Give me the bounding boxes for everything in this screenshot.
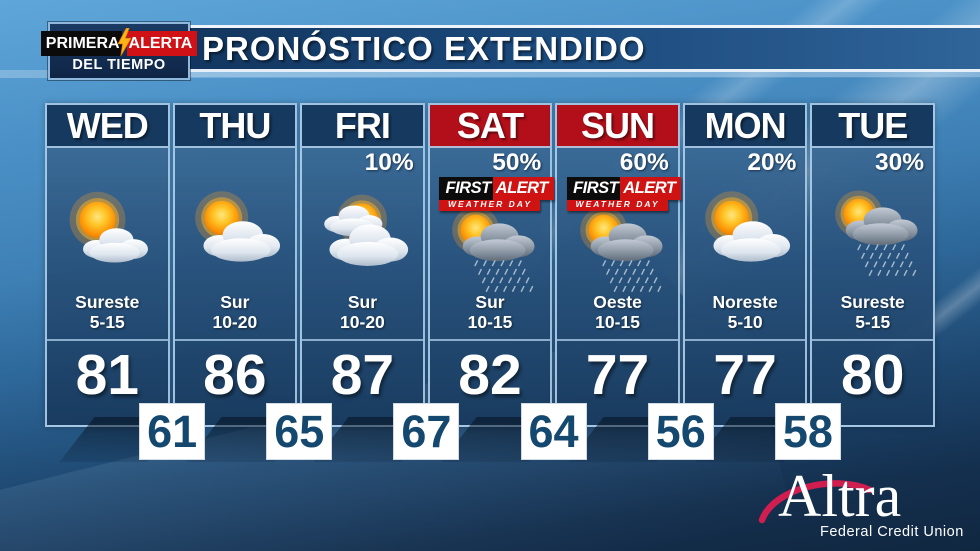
sun-small-cloud-icon [47,172,168,293]
sun-rain-cloud-icon [812,172,933,293]
day-label: SAT [429,105,551,148]
high-temp-value: 81 [47,339,168,425]
low-temp-value: 58 [774,403,841,460]
first-alert-badge: FIRST ALERT WEATHER DAY [567,177,682,211]
day-column: TUE 30% Sureste 5-15 80 [810,103,935,428]
high-temp-value: 80 [812,339,933,425]
wind-direction: Sur [475,292,505,312]
day-column: THU Sur 10-20 86 [172,103,298,428]
wind-speed: 10-20 [212,311,258,332]
sun-behind-clouds-icon [302,172,423,293]
day-label: FRI [302,105,423,148]
first-alert-word-alert: ALERT [492,177,554,200]
wind-forecast: Sureste 5-15 [812,292,933,339]
day-column: FRI 10% Sur 10-20 87 [300,103,425,428]
first-alert-word-alert: ALERT [620,177,682,200]
logo-primera: PRIMERA [40,30,122,56]
wind-direction: Sur [220,292,250,312]
wind-direction: Sur [347,292,378,312]
high-temp-value: 86 [174,339,296,425]
sun-cloud-icon [685,172,806,293]
altra-swoosh [758,480,874,524]
high-temp-value: 87 [302,339,423,425]
logo-line1: PRIMERA ALERTA [40,27,198,56]
altra-logo: Altra Federal Credit Union [748,446,976,549]
wind-speed: 10-15 [467,311,513,332]
precip-chance: 20% [747,149,797,176]
sun-rain-cloud-icon [430,205,551,293]
day-column: SUN 60% FIRST ALERT WEATHER DAY Oeste 10… [555,103,682,428]
wind-direction: Noreste [712,292,778,312]
high-temp-value: 77 [684,339,806,425]
high-temp-value: 82 [429,339,551,425]
primera-alerta-logo: PRIMERA ALERTA DEL TIEMPO [40,22,198,80]
first-alert-subtitle: WEATHER DAY [567,199,669,211]
high-temp-value: 77 [557,339,678,425]
wind-speed: 5-10 [727,311,763,332]
altra-subtitle-text: Federal Credit Union [820,524,964,540]
lightning-bolt-icon [117,27,131,56]
logo-tagline: DEL TIEMPO [72,56,166,73]
wind-forecast: Sureste 5-15 [47,292,168,339]
precip-chance: 30% [874,149,924,176]
wind-speed: 5-15 [89,311,125,332]
first-alert-badge: FIRST ALERT WEATHER DAY [439,177,554,211]
wind-direction: Oeste [593,292,642,312]
logo-alerta: ALERTA [126,30,198,56]
day-column: MON 20% Noreste 5-10 77 [682,103,808,428]
forecast-columns: WED Sureste 5-15 81 THU [45,103,935,428]
sun-rain-cloud-icon [557,205,678,293]
first-alert-word-first: FIRST [439,177,493,200]
first-alert-word-first: FIRST [567,177,621,200]
title-bar: PRONÓSTICO EXTENDIDO [188,25,980,72]
wind-speed: 10-20 [340,311,385,332]
low-temp-value: 67 [393,403,460,460]
low-temp-value: 61 [139,403,206,460]
day-label: MON [684,105,806,148]
day-column: WED Sureste 5-15 81 [45,103,170,428]
altra-brand-text: Altra [778,463,901,529]
sun-cloud-icon [175,172,296,293]
wind-forecast: Sur 10-20 [175,292,296,339]
page-title: PRONÓSTICO EXTENDIDO [202,29,646,67]
day-label: SUN [557,105,678,148]
day-label: WED [47,105,168,148]
day-label: TUE [812,105,933,148]
precip-chance: 50% [492,149,542,176]
low-temp-value: 64 [520,403,587,460]
day-label: THU [174,105,296,148]
wind-direction: Sureste [75,292,140,312]
wind-forecast: Sur 10-15 [430,292,551,339]
first-alert-subtitle: WEATHER DAY [439,199,541,211]
wind-forecast: Sur 10-20 [302,292,423,339]
wind-speed: 10-15 [595,311,640,332]
wind-forecast: Noreste 5-10 [685,292,806,339]
day-column: SAT 50% FIRST ALERT WEATHER DAY Sur 10-1… [427,103,554,428]
precip-chance: 60% [619,149,669,176]
low-temp-value: 65 [266,403,333,460]
wind-forecast: Oeste 10-15 [557,292,678,339]
precip-chance: 10% [364,149,414,176]
wind-speed: 5-15 [855,311,891,332]
low-temp-value: 56 [647,403,714,460]
wind-direction: Sureste [840,292,905,312]
